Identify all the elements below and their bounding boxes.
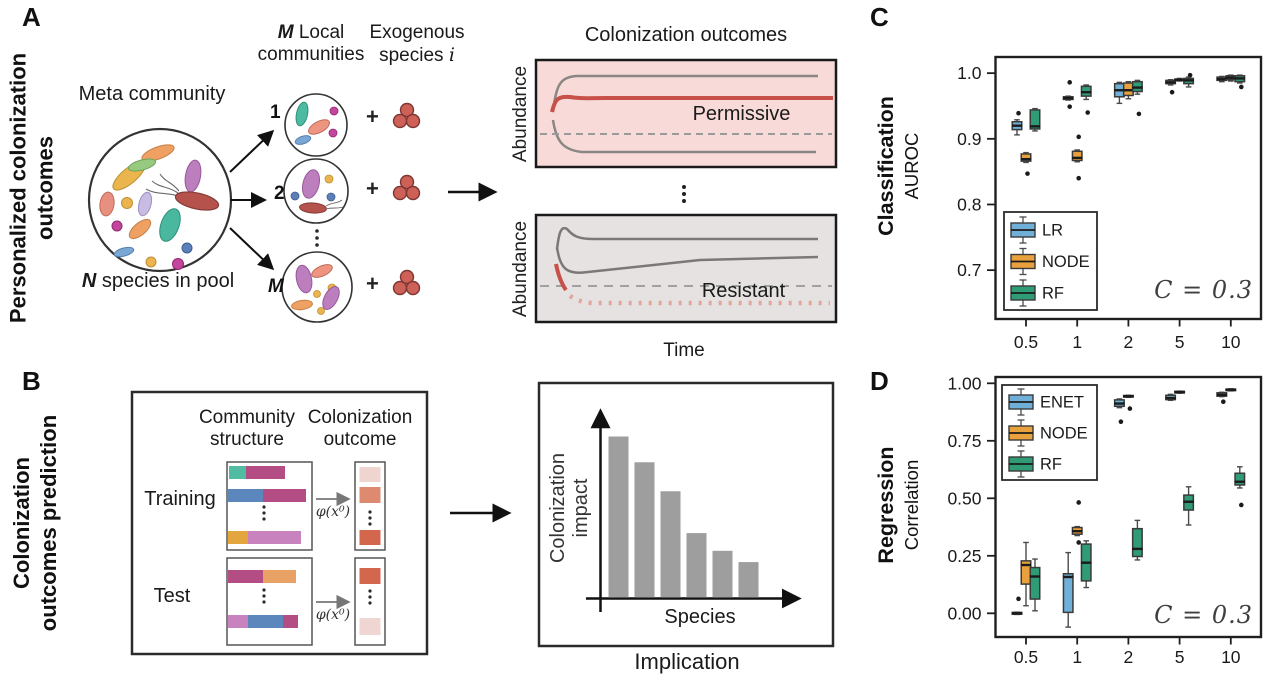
- vertical-ellipsis-outcomes: [682, 185, 686, 203]
- species-axis-label: Species: [664, 606, 736, 628]
- svg-text:ENET: ENET: [1040, 394, 1084, 412]
- exogenous-species-cluster-1: [392, 102, 421, 129]
- colonization-outcome-header: Colonization outcome: [307, 407, 413, 450]
- classification-axis-title: Classification AUROC: [874, 96, 922, 236]
- implication-caption: Implication: [634, 649, 740, 674]
- svg-text:0.00: 0.00: [947, 603, 981, 623]
- panel-b-side-label: Colonization outcomes prediction: [9, 414, 61, 632]
- svg-text:0.8: 0.8: [957, 194, 981, 214]
- svg-text:NODE: NODE: [1042, 253, 1090, 271]
- meta-to-local-arrows: [229, 129, 275, 271]
- svg-text:0.5: 0.5: [1014, 647, 1038, 667]
- phi-map-label-test: φ(x⁰): [315, 607, 351, 623]
- panel-b-letter: B: [22, 366, 41, 396]
- svg-text:RF: RF: [1040, 456, 1062, 474]
- svg-text:10: 10: [1221, 332, 1241, 352]
- plus-sign-1: +: [366, 104, 379, 129]
- resistant-plot: [534, 213, 838, 324]
- local-communities-header: M Local communities: [257, 22, 365, 65]
- vertical-ellipsis-local: [315, 229, 319, 247]
- local-community-1: [284, 93, 348, 157]
- permissive-label: Permissive: [692, 103, 791, 125]
- svg-text:10: 10: [1221, 647, 1241, 667]
- svg-text:1.00: 1.00: [947, 373, 981, 393]
- phi-map-label-training: φ(x⁰): [315, 504, 351, 520]
- pool-label: N species in pool: [81, 270, 235, 292]
- time-axis-label: Time: [663, 340, 705, 361]
- community-number-2: 2: [274, 183, 285, 204]
- regression-annotation: C = 0.3: [1154, 601, 1253, 629]
- plus-sign-3: +: [366, 271, 379, 296]
- svg-text:NODE: NODE: [1040, 425, 1088, 443]
- abundance-label-permissive: Abundance: [510, 65, 531, 163]
- svg-text:0.9: 0.9: [957, 129, 981, 149]
- community-number-1: 1: [270, 102, 281, 123]
- meta-community-illustration: [87, 127, 233, 273]
- panel-a-letter: A: [22, 2, 41, 32]
- training-structure-matrix: [226, 461, 313, 551]
- svg-text:5: 5: [1175, 647, 1185, 667]
- svg-text:LR: LR: [1042, 222, 1063, 240]
- exogenous-species-cluster-3: [392, 269, 421, 296]
- test-structure-matrix: [226, 557, 313, 646]
- test-label: Test: [153, 585, 191, 607]
- svg-text:1: 1: [1072, 332, 1082, 352]
- plus-sign-2: +: [366, 176, 379, 201]
- community-structure-header: Community structure: [198, 407, 296, 450]
- exogenous-species-header: Exogenous species i: [369, 22, 465, 66]
- svg-text:0.5: 0.5: [1014, 332, 1038, 352]
- panel-d-letter: D: [870, 366, 889, 396]
- local-community-2: [283, 158, 349, 224]
- svg-text:1.0: 1.0: [957, 63, 982, 83]
- svg-text:0.75: 0.75: [947, 431, 981, 451]
- exogenous-species-cluster-2: [392, 174, 421, 201]
- classification-annotation: C = 0.3: [1154, 276, 1253, 304]
- svg-text:2: 2: [1124, 647, 1134, 667]
- panel-c-letter: C: [870, 2, 889, 32]
- svg-text:2: 2: [1124, 332, 1134, 352]
- regression-axis-title: Regression Correlation: [874, 446, 922, 564]
- local-community-m: [281, 251, 353, 323]
- resistant-label: Resistant: [701, 280, 786, 302]
- svg-text:0.25: 0.25: [947, 546, 981, 566]
- panel-a-side-label: Personalized colonization outcomes: [5, 52, 58, 324]
- community-number-m: M: [268, 276, 284, 297]
- abundance-label-resistant: Abundance: [510, 220, 531, 318]
- test-outcome-column: [354, 557, 386, 646]
- meta-community-label: Meta community: [78, 83, 226, 105]
- svg-text:0.50: 0.50: [947, 488, 981, 508]
- svg-text:1: 1: [1072, 647, 1082, 667]
- svg-text:5: 5: [1175, 332, 1185, 352]
- svg-text:RF: RF: [1042, 285, 1064, 303]
- svg-text:0.7: 0.7: [957, 260, 981, 280]
- training-label: Training: [144, 488, 216, 510]
- colonization-outcomes-title: Colonization outcomes: [584, 24, 788, 46]
- colonization-impact-axis-label: Colonization impact: [547, 452, 592, 564]
